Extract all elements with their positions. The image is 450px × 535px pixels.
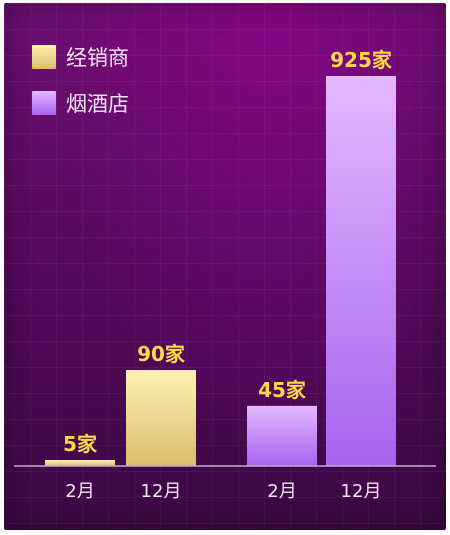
value-labels: 5家 90家 45家 925家 bbox=[63, 48, 393, 456]
tick-label-dealer-dec: 12月 bbox=[141, 481, 182, 502]
tick-label-dealer-feb: 2月 bbox=[65, 481, 94, 502]
bar-dealer-dec bbox=[126, 370, 196, 466]
chart-card: 经销商 烟酒店 5家 90家 45家 925家 2月 12月 2月 12月 bbox=[4, 3, 446, 530]
tick-label-store-feb: 2月 bbox=[267, 481, 296, 502]
value-label-store-feb: 45家 bbox=[258, 378, 307, 402]
bar-dealer-feb bbox=[45, 460, 115, 466]
legend-label-tobacco-liquor-store: 烟酒店 bbox=[66, 92, 129, 116]
legend-label-dealer: 经销商 bbox=[66, 46, 129, 70]
bar-store-feb bbox=[247, 405, 317, 466]
value-label-dealer-dec: 90家 bbox=[137, 342, 186, 366]
legend: 经销商 烟酒店 bbox=[32, 45, 129, 116]
value-label-store-dec: 925家 bbox=[330, 48, 393, 72]
value-label-dealer-feb: 5家 bbox=[63, 432, 98, 456]
bar-chart: 经销商 烟酒店 5家 90家 45家 925家 2月 12月 2月 12月 bbox=[14, 45, 436, 502]
tick-label-store-dec: 12月 bbox=[341, 481, 382, 502]
legend-swatch-dealer bbox=[32, 45, 56, 69]
bars bbox=[45, 76, 396, 466]
x-tick-labels: 2月 12月 2月 12月 bbox=[65, 481, 381, 502]
bar-store-dec bbox=[326, 76, 396, 466]
legend-swatch-tobacco-liquor-store bbox=[32, 91, 56, 115]
